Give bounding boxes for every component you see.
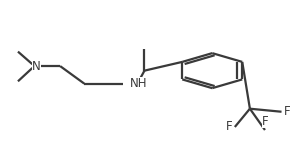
Text: N: N [32,60,40,73]
Text: F: F [226,120,233,133]
Text: F: F [262,115,268,128]
Text: NH: NH [130,77,147,90]
Text: F: F [284,105,291,118]
